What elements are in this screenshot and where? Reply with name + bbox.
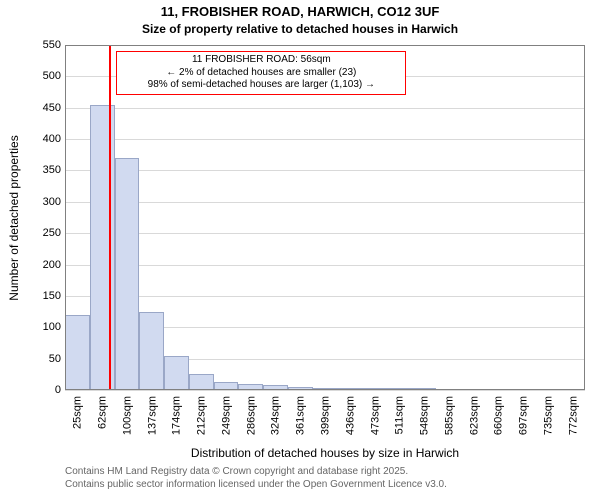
x-tick-label: 660sqm <box>493 396 505 446</box>
annotation-box: 11 FROBISHER ROAD: 56sqm← 2% of detached… <box>116 51 406 95</box>
x-tick-label: 585sqm <box>443 396 455 446</box>
x-axis-title: Distribution of detached houses by size … <box>65 446 585 460</box>
annotation-line: 98% of semi-detached houses are larger (… <box>121 79 401 92</box>
gridline <box>65 45 585 46</box>
gridline <box>65 233 585 234</box>
histogram-bar <box>412 388 437 390</box>
histogram-bar <box>214 382 239 390</box>
chart-title: 11, FROBISHER ROAD, HARWICH, CO12 3UF <box>0 4 600 20</box>
x-tick-label: 772sqm <box>567 396 579 446</box>
x-tick-label: 62sqm <box>97 396 109 446</box>
gridline <box>65 108 585 109</box>
y-tick-label: 50 <box>0 353 61 365</box>
annotation-line: ← 2% of detached houses are smaller (23) <box>121 67 401 80</box>
x-tick-label: 399sqm <box>320 396 332 446</box>
histogram-bar <box>486 389 511 390</box>
gridline <box>65 296 585 297</box>
gridline <box>65 139 585 140</box>
x-tick-label: 286sqm <box>245 396 257 446</box>
x-tick-label: 735sqm <box>542 396 554 446</box>
gridline <box>65 265 585 266</box>
annotation-line: 11 FROBISHER ROAD: 56sqm <box>121 54 401 67</box>
y-tick-label: 500 <box>0 70 61 82</box>
marker-line <box>109 45 111 390</box>
x-tick-label: 511sqm <box>394 396 406 446</box>
histogram-bar <box>337 388 362 391</box>
x-tick-label: 137sqm <box>146 396 158 446</box>
histogram-bar <box>362 388 387 390</box>
y-tick-label: 100 <box>0 321 61 333</box>
y-tick-label: 450 <box>0 102 61 114</box>
histogram-bar <box>511 389 536 390</box>
histogram-bar <box>263 385 288 390</box>
plot-area <box>65 45 585 390</box>
histogram-bar <box>65 315 90 390</box>
histogram-bar <box>535 389 560 390</box>
y-axis-title-text: Number of detached properties <box>7 135 21 300</box>
histogram-bar <box>189 374 214 390</box>
histogram-bar <box>139 312 164 390</box>
histogram-bar <box>387 388 412 390</box>
histogram-bar <box>313 388 338 391</box>
histogram-bar <box>115 158 140 390</box>
x-tick-label: 25sqm <box>72 396 84 446</box>
gridline <box>65 170 585 171</box>
x-tick-label: 623sqm <box>468 396 480 446</box>
footer-line: Contains public sector information licen… <box>65 479 447 492</box>
x-tick-label: 361sqm <box>295 396 307 446</box>
y-tick-label: 550 <box>0 39 61 51</box>
histogram-bar <box>288 387 313 390</box>
histogram-bar <box>238 384 263 390</box>
gridline <box>65 202 585 203</box>
footer-line: Contains HM Land Registry data © Crown c… <box>65 466 408 479</box>
x-tick-label: 548sqm <box>419 396 431 446</box>
x-tick-label: 473sqm <box>369 396 381 446</box>
x-tick-label: 436sqm <box>344 396 356 446</box>
x-tick-label: 100sqm <box>121 396 133 446</box>
x-tick-label: 174sqm <box>171 396 183 446</box>
x-tick-label: 324sqm <box>270 396 282 446</box>
x-tick-label: 212sqm <box>196 396 208 446</box>
x-tick-label: 249sqm <box>220 396 232 446</box>
histogram-bar <box>560 389 585 390</box>
histogram-bar <box>436 389 461 390</box>
histogram-bar <box>461 389 486 390</box>
y-tick-label: 0 <box>0 384 61 396</box>
chart-subtitle: Size of property relative to detached ho… <box>0 22 600 37</box>
gridline <box>65 390 585 391</box>
histogram-bar <box>164 356 189 391</box>
x-tick-label: 697sqm <box>518 396 530 446</box>
